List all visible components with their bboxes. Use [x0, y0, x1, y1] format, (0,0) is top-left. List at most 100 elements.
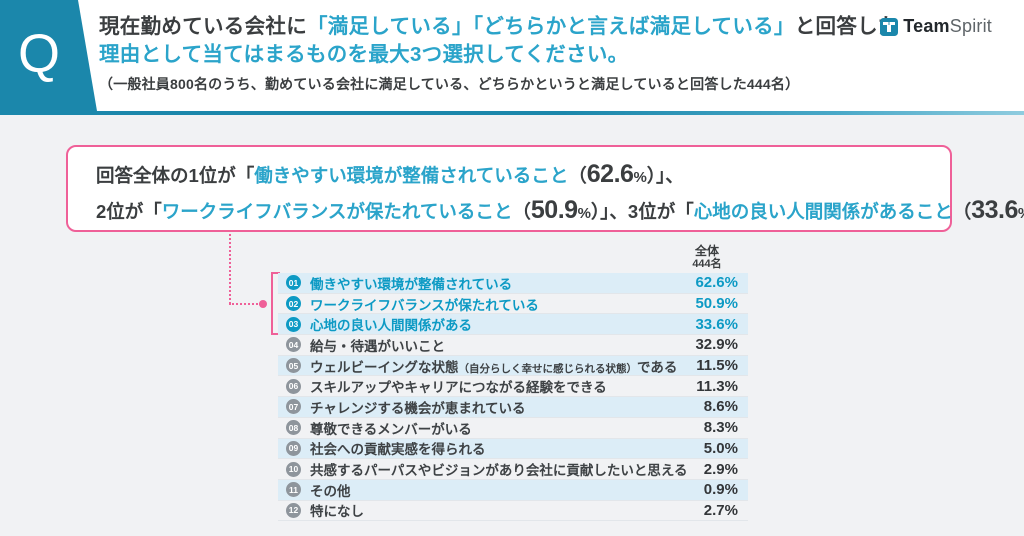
summary-callout-box: 回答全体の1位が「働きやすい環境が整備されていること（62.6%）」、 2位が「… [66, 145, 1024, 232]
ranking-table: 01 働きやすい環境が整備されている 62.6% 02 ワークライフバランスが保たれてい… [278, 273, 748, 522]
rank-badge: 10 [286, 461, 301, 477]
table-row: 08 尊敬できるメンバーがいる 8.3% [278, 418, 748, 439]
text-segment: 現在勤めている会社に [99, 15, 307, 38]
column-header: 全体 444名 [675, 245, 739, 271]
question-title-line1: 現在勤めている会社に「満足している」「どちらかと言えば満足している」と回答した [99, 13, 899, 41]
row-value: 50.9% [695, 295, 738, 313]
row-label: 心地の良い人間関係がある [310, 314, 472, 334]
text-segment: 62.6 [586, 160, 634, 188]
column-header-count: 444名 [692, 258, 722, 270]
text-segment: 2位が「 [96, 201, 162, 222]
rank-badge: 02 [286, 296, 301, 312]
text-segment: （ [952, 201, 972, 222]
table-row: 10 共感するパーパスやビジョンがあり会社に貢献したいと思える 2.9% [278, 459, 748, 480]
table-row: 09 社会への貢献実感を得られる 5.0% [278, 438, 748, 460]
teamspirit-logo-text: TeamSpirit [903, 16, 992, 37]
table-row: 05 ウェルビーイングな状態（自分らしく幸せに感じられる状態）である 11.5% [278, 355, 748, 377]
row-label: その他 [310, 480, 351, 500]
row-label: ワークライフバランスが保たれている [310, 294, 539, 314]
text-segment: 理由として当てはまるものを最大3つ選択してください。 [99, 43, 629, 66]
row-value: 32.9% [695, 336, 738, 354]
text-segment: 50.9 [530, 196, 578, 224]
row-label-part: 共感するパーパスやビジョンがあり会社に貢献したいと思える [310, 463, 688, 479]
row-label-part: ウェルビーイングな状態 [310, 359, 459, 375]
rank-badge: 03 [286, 316, 301, 332]
table-row: 11 その他 0.9% [278, 479, 748, 501]
row-value: 0.9% [703, 481, 738, 499]
row-label-part: （自分らしく幸せに感じられる状態） [458, 362, 638, 375]
row-value: 2.7% [703, 501, 738, 519]
row-label: チャレンジする機会が恵まれている [310, 397, 525, 417]
rank-badge: 04 [286, 337, 301, 353]
row-label: 共感するパーパスやビジョンがあり会社に貢献したいと思える [310, 459, 687, 479]
question-subtitle: （一般社員800名のうち、勤めている会社に満足している、どちらかというと満足して… [99, 76, 800, 92]
table-row: 07 チャレンジする機会が恵まれている 8.6% [278, 397, 748, 418]
connector-dot [259, 300, 267, 308]
text-segment: ）」、 [646, 165, 684, 186]
row-label: 働きやすい環境が整備されている [310, 273, 512, 293]
q-mark: Q [17, 23, 60, 84]
row-value: 11.3% [696, 377, 738, 395]
column-header-group: 全体 [694, 244, 719, 258]
text-segment: % [577, 205, 591, 222]
top3-bracket-arm-bottom [271, 333, 280, 335]
rank-badge: 07 [286, 399, 301, 415]
teamspirit-logo-icon [880, 17, 899, 36]
text-segment: 働きやすい環境が整備されていること [254, 165, 569, 186]
connector-vertical-line [229, 234, 231, 304]
table-row: 06 スキルアップやキャリアにつながる経験をできる 11.3% [278, 376, 748, 398]
row-label-part: 社会への貢献実感を得られる [310, 442, 486, 458]
row-label-part: 働きやすい環境が整備されている [310, 276, 513, 292]
rank-badge: 09 [286, 440, 301, 456]
teamspirit-logo: TeamSpirit [880, 16, 992, 37]
row-label-part: 心地の良い人間関係がある [310, 318, 472, 334]
row-label-part: スキルアップやキャリアにつながる経験をできる [310, 380, 607, 396]
row-label: 社会への貢献実感を得られる [310, 438, 486, 458]
row-value: 62.6% [695, 274, 738, 292]
row-label: 特になし [310, 500, 364, 520]
table-row: 03 心地の良い人間関係がある 33.6% [278, 314, 748, 336]
text-segment: 回答全体の1位が「 [96, 165, 255, 186]
top3-bracket-arm-top [271, 272, 280, 274]
text-segment: 33.6 [971, 196, 1018, 224]
row-label-part: ワークライフバランスが保たれている [310, 297, 539, 313]
text-segment: と回答した [794, 15, 899, 38]
row-label-part: 尊敬できるメンバーがいる [310, 421, 472, 437]
text-segment: 「満足している」「どちらかと言えば満足している」 [307, 15, 795, 38]
text-segment: % [1018, 205, 1024, 222]
row-label-part: チャレンジする機会が恵まれている [310, 400, 526, 416]
row-value: 33.6% [695, 315, 738, 333]
logo-spirit-text: Spirit [949, 16, 992, 36]
logo-team-text: Team [903, 16, 950, 36]
text-segment: 心地の良い人間関係があること [693, 201, 953, 222]
connector-horizontal-line [229, 303, 261, 305]
row-value: 8.6% [703, 398, 738, 416]
header-band: Q 現在勤めている会社に「満足している」「どちらかと言えば満足している」と回答し… [0, 0, 1024, 111]
rank-badge: 06 [286, 378, 301, 394]
rank-badge: 11 [286, 482, 301, 498]
table-row: 12 特になし 2.7% [278, 501, 748, 522]
row-label-part: である [637, 359, 678, 375]
row-value: 5.0% [703, 439, 738, 457]
row-label: ウェルビーイングな状態（自分らしく幸せに感じられる状態）である [310, 356, 677, 376]
rank-badge: 05 [286, 358, 301, 374]
row-label: 尊敬できるメンバーがいる [310, 418, 472, 438]
text-segment: ）」、3位が「 [590, 201, 694, 222]
row-label-part: 特になし [310, 504, 364, 520]
row-label: スキルアップやキャリアにつながる経験をできる [310, 376, 607, 396]
question-title-line2: 理由として当てはまるものを最大3つ選択してください。 [99, 41, 899, 69]
row-label: 給与・待遇がいいこと [310, 335, 445, 355]
question-block-shape [0, 0, 97, 111]
header-divider-line [0, 111, 1024, 115]
table-row: 01 働きやすい環境が整備されている 62.6% [278, 273, 748, 294]
row-label-part: その他 [310, 483, 351, 499]
text-segment: % [633, 169, 647, 186]
rank-badge: 12 [286, 502, 301, 518]
table-row: 02 ワークライフバランスが保たれている 50.9% [278, 294, 748, 315]
rank-badge: 01 [286, 275, 301, 291]
row-value: 8.3% [703, 419, 738, 437]
table-row: 04 給与・待遇がいいこと 32.9% [278, 335, 748, 356]
row-label-part: 給与・待遇がいいこと [310, 338, 445, 354]
text-segment: （ [568, 165, 587, 186]
